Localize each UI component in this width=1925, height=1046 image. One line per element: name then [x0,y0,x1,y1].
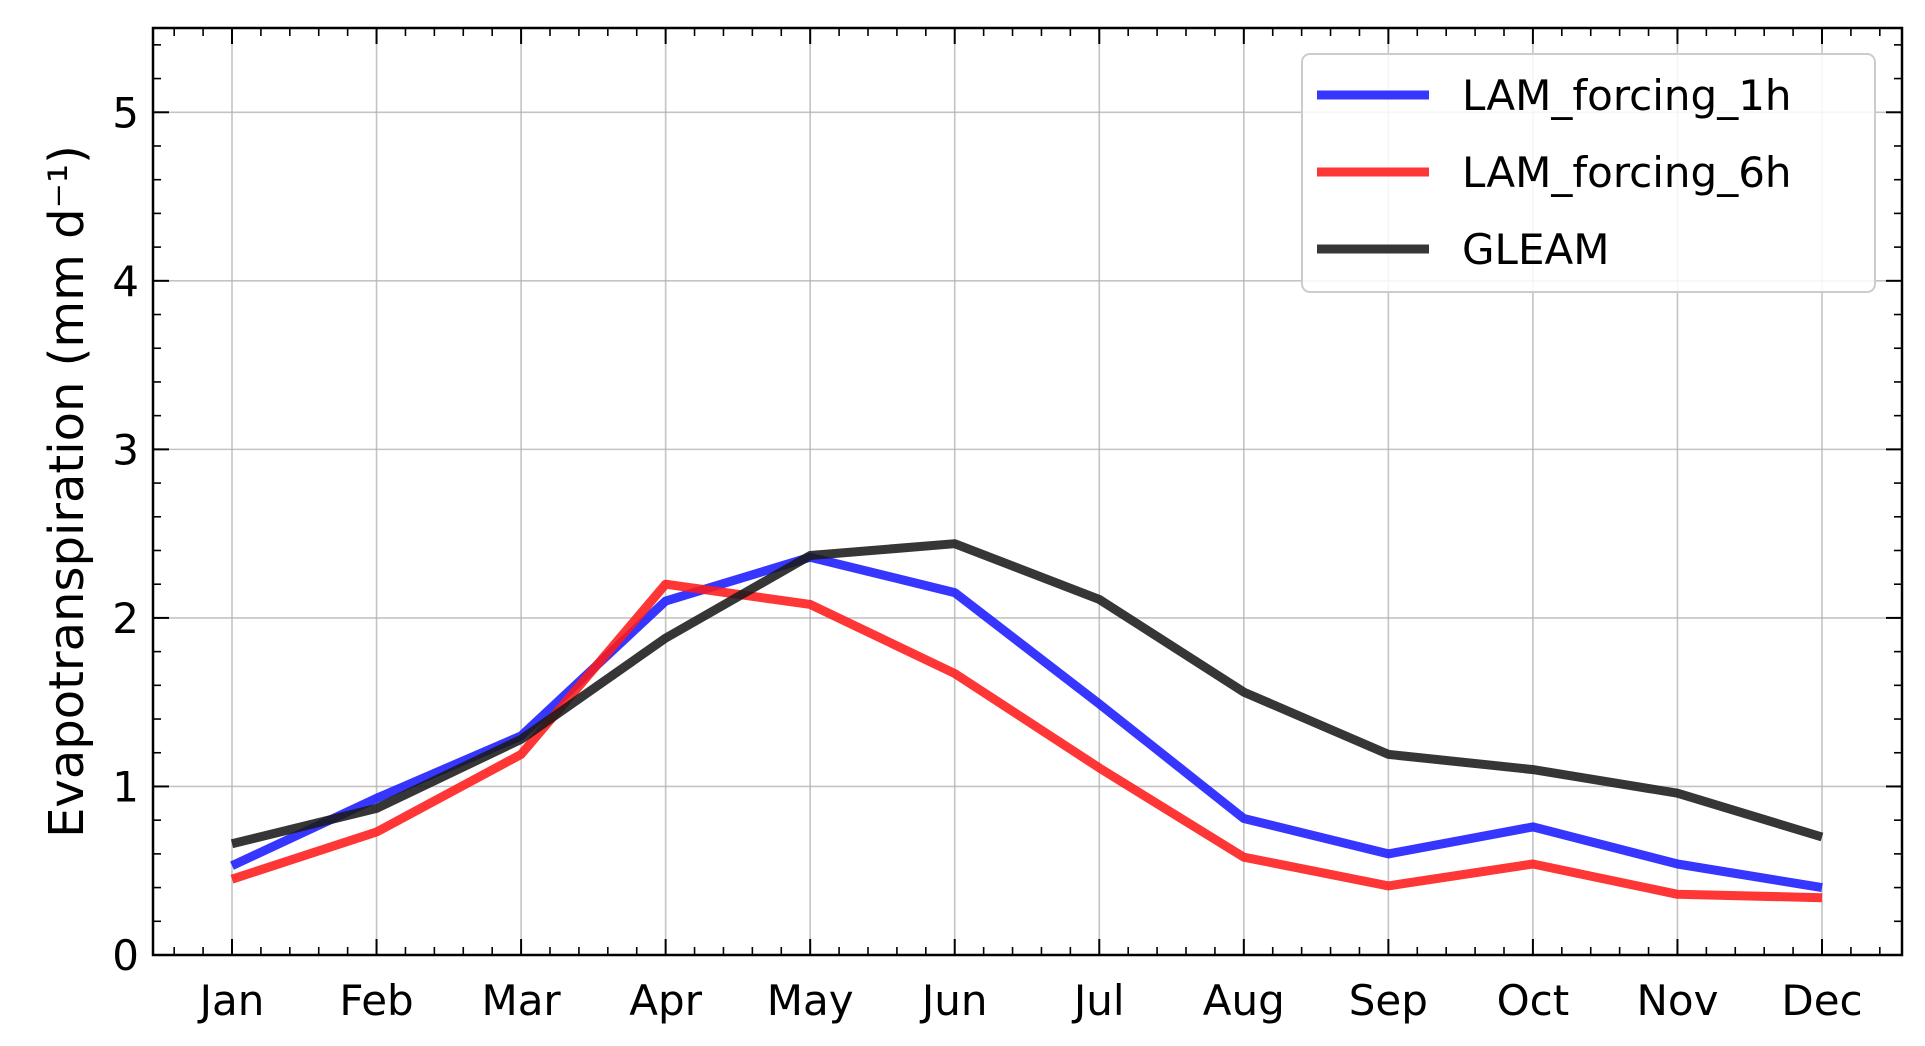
y-tick-label: 0 [112,931,139,980]
x-tick-label: Sep [1349,976,1428,1025]
legend: LAM_forcing_1h LAM_forcing_6h GLEAM [1301,53,1876,293]
y-tick-labels: 0 1 2 3 4 5 [112,88,139,980]
x-tick-label: Jun [919,976,988,1025]
y-tick-label: 1 [112,762,139,811]
x-tick-label: May [767,976,854,1025]
x-tick-label: Mar [481,976,561,1025]
series-lines [230,539,1824,903]
plot-frame [151,26,1904,957]
x-tick-label: Dec [1781,976,1862,1025]
legend-label: LAM_forcing_1h [1462,71,1792,120]
x-tick-label: Nov [1636,976,1718,1025]
x-tick-label: Jan [197,976,265,1025]
y-axis-title: Evapotranspiration (mm d⁻¹) [39,145,95,838]
x-tick-labels: Jan Feb Mar Apr May Jun Jul Aug Sep Oct Nov Dec [197,976,1863,1025]
y-tick-label: 5 [112,88,139,137]
legend-label: LAM_forcing_6h [1462,148,1792,197]
legend-box [1301,53,1876,293]
legend-label: GLEAM [1462,225,1609,274]
y-tick-label: 3 [112,425,139,474]
x-tick-label: Feb [339,976,413,1025]
y-tick-label: 4 [112,257,139,306]
axis-ticks [153,28,1902,956]
x-tick-label: Jul [1071,976,1125,1025]
series-line-gleam [230,539,1824,849]
series-line-lam-forcing-6h [230,579,1823,903]
y-tick-label: 2 [112,594,139,643]
x-tick-label: Aug [1203,976,1285,1025]
x-tick-label: Oct [1497,976,1570,1025]
x-tick-label: Apr [629,976,702,1025]
